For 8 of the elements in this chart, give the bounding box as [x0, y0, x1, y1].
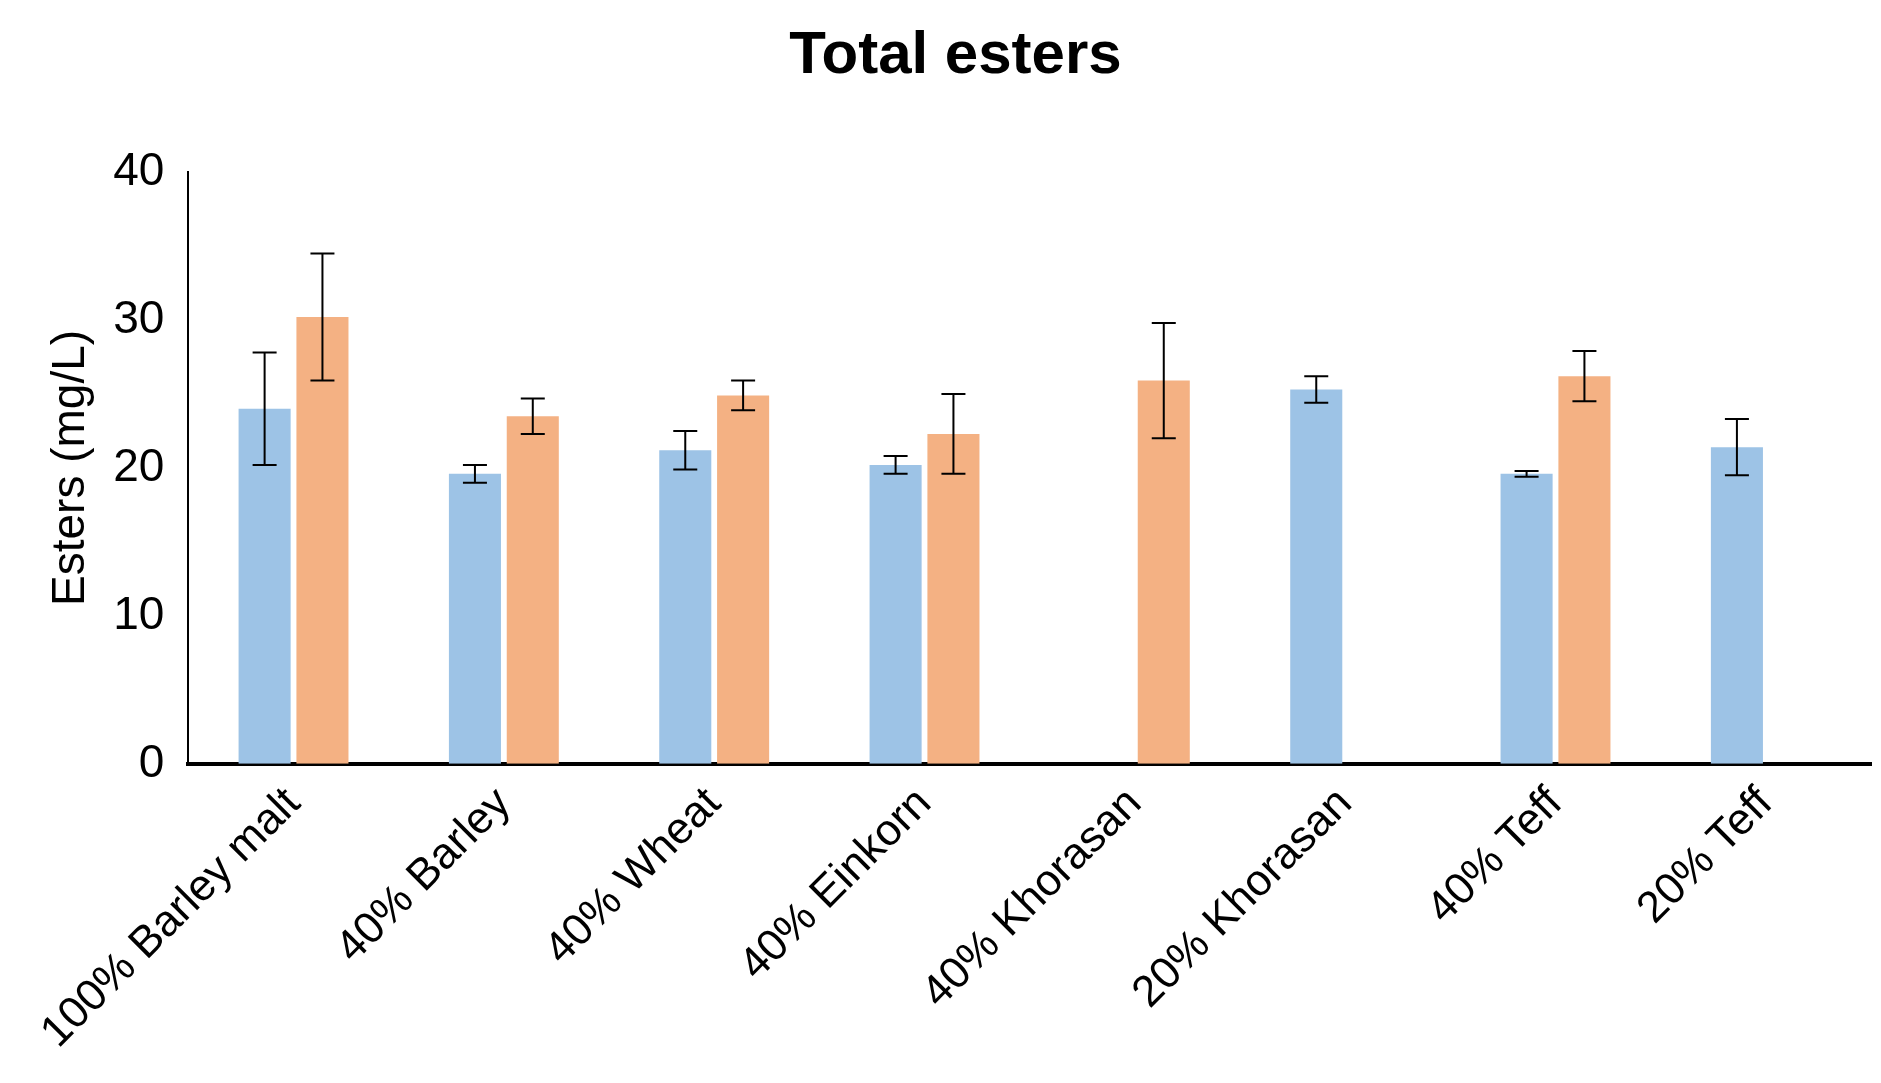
- x-tick-label: 40% Teff: [1415, 776, 1571, 932]
- y-tick-label: 10: [113, 586, 165, 639]
- y-tick-label: 20: [113, 438, 165, 491]
- y-tick-label: 40: [113, 142, 165, 195]
- y-tick-label: 0: [138, 734, 165, 787]
- chart-title: Total esters: [789, 18, 1122, 86]
- y-tick-label: 30: [113, 290, 165, 343]
- y-axis-title: Esters (mg/L): [42, 329, 95, 606]
